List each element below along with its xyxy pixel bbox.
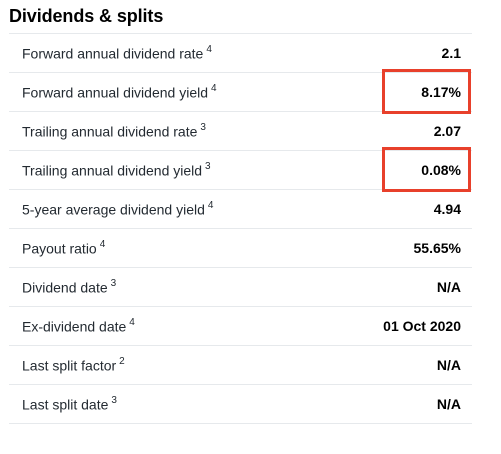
section-title: Dividends & splits [9,6,164,26]
row-value: 4.94 [433,201,461,217]
footnote-marker: 4 [129,317,135,328]
footnote-marker: 4 [99,239,106,250]
row-value: 55.65% [413,240,461,256]
row-value: 0.08% [421,162,461,178]
footnote-marker: 3 [205,161,211,172]
table-row-trailing-dividend-rate: Trailing annual dividend rate 3 2.07 [9,111,472,150]
row-value: 2.1 [441,45,461,61]
table-row-trailing-dividend-yield: Trailing annual dividend yield 3 0.08% [9,150,472,189]
table-row-ex-dividend-date: Ex-dividend date 4 01 Oct 2020 [9,306,472,345]
table-row-last-split-date: Last split date 3 N/A [9,384,472,424]
table-row-payout-ratio: Payout ratio 4 55.65% [9,228,472,267]
row-label: Payout ratio 4 [22,239,106,257]
row-value: N/A [436,279,461,295]
footnote-marker: 4 [207,200,214,211]
row-value: N/A [436,357,461,373]
table-row-forward-dividend-rate: Forward annual dividend rate 4 2.1 [9,33,472,72]
row-label: Trailing annual dividend yield 3 [22,161,211,179]
footnote-marker: 3 [111,395,117,406]
stats-table: Forward annual dividend rate 4 2.1 Forwar… [9,33,472,424]
table-row-dividend-date: Dividend date 3 N/A [9,267,472,306]
table-row-five-year-avg-yield: 5-year average dividend yield 4 4.94 [9,189,472,228]
row-value: N/A [436,396,461,412]
row-label: Forward annual dividend yield 4 [22,83,217,101]
row-label: Ex-dividend date 4 [22,317,135,335]
row-label: Dividend date 3 [22,278,117,296]
row-value: 01 Oct 2020 [383,318,461,334]
row-label: 5-year average dividend yield 4 [22,200,214,218]
table-row-forward-dividend-yield: Forward annual dividend yield 4 8.17% [9,72,472,111]
table-row-last-split-factor: Last split factor 2 N/A [9,345,472,384]
row-value: 8.17% [421,84,461,100]
row-value: 2.07 [433,123,461,139]
row-label: Last split date 3 [22,395,117,413]
footnote-marker: 3 [200,122,206,133]
row-label: Last split factor 2 [22,356,125,374]
footnote-marker: 2 [119,356,125,367]
row-label: Trailing annual dividend rate 3 [22,122,206,140]
footnote-marker: 3 [110,278,117,289]
footnote-marker: 4 [211,83,217,94]
row-label: Forward annual dividend rate 4 [22,44,212,62]
footnote-marker: 4 [206,44,212,55]
